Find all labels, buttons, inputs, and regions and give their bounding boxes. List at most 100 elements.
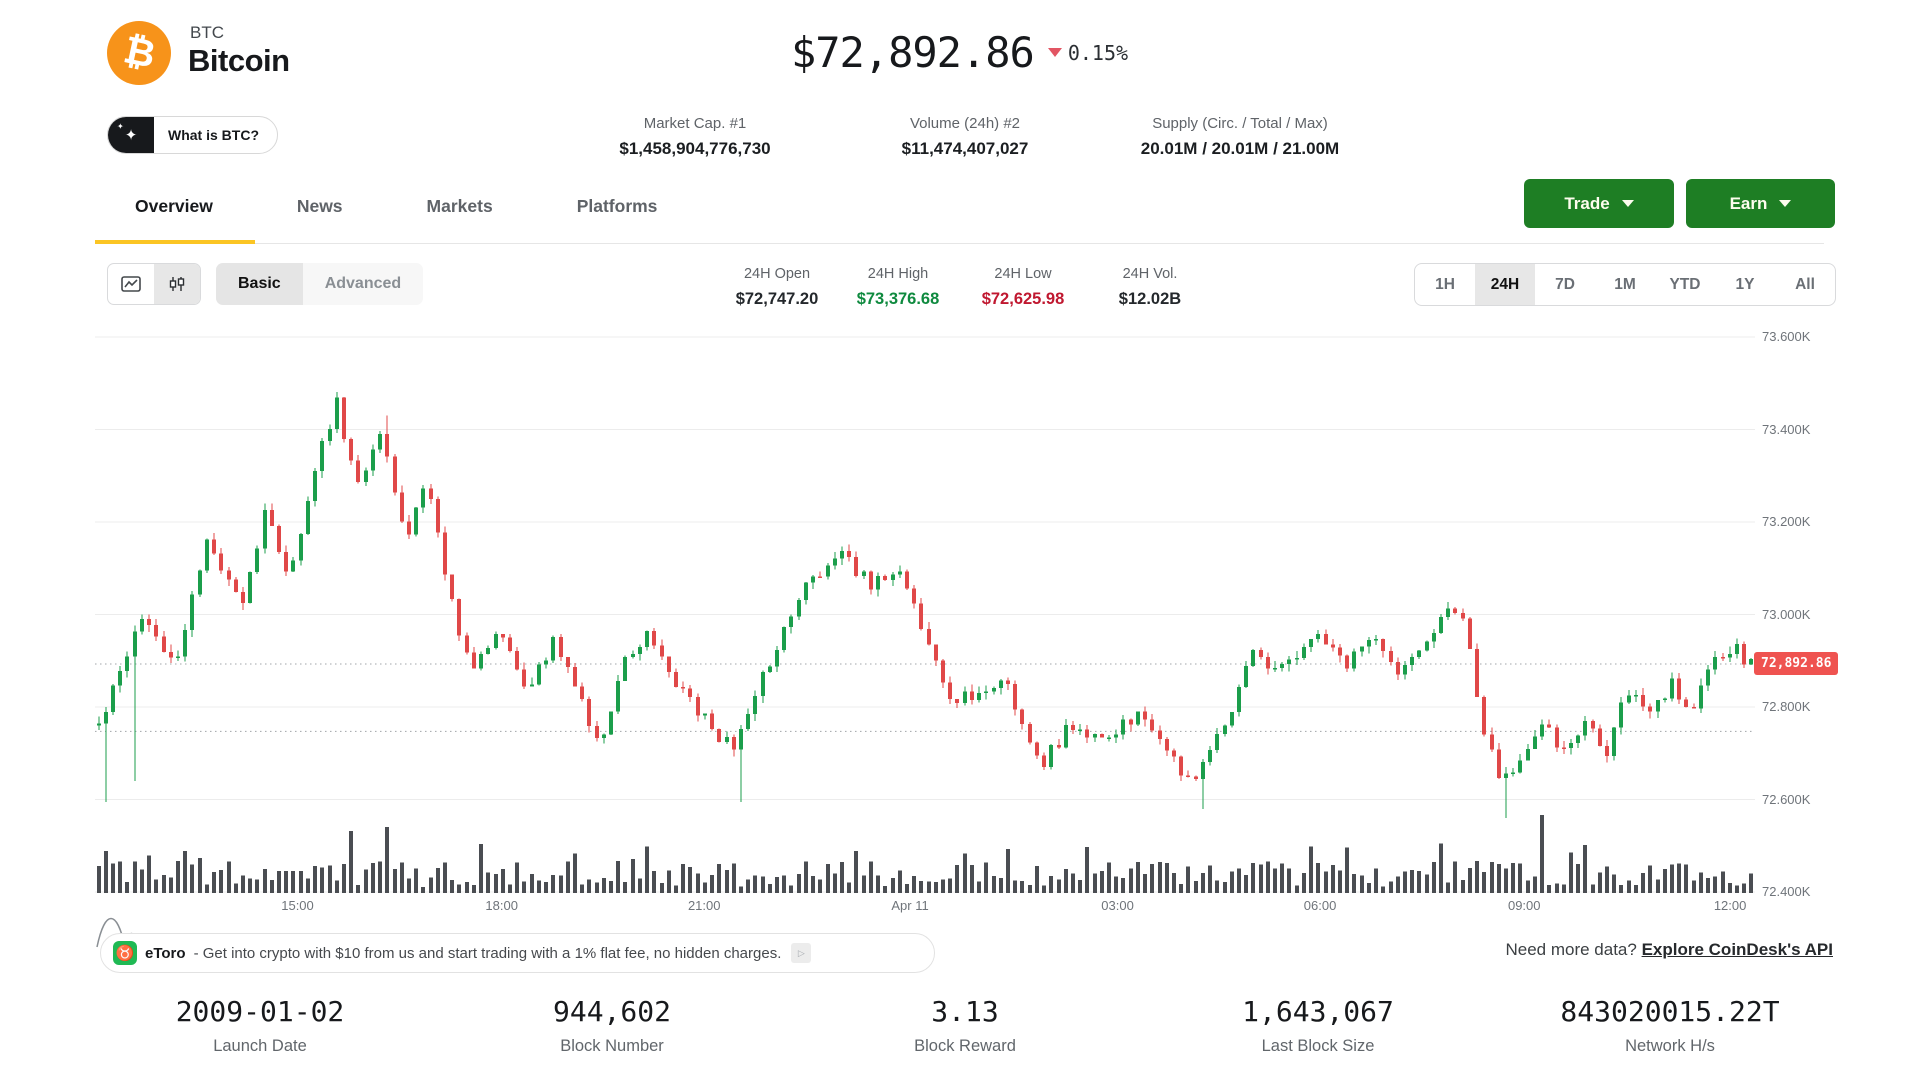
active-tab-underline	[95, 240, 255, 244]
trade-button[interactable]: Trade	[1524, 179, 1674, 228]
tab-platforms[interactable]: Platforms	[576, 196, 658, 216]
supply-label: Supply (Circ. / Total / Max)	[1152, 115, 1328, 132]
volume-value: $11,474,407,027	[901, 139, 1029, 158]
open-label: 24H Open	[743, 266, 811, 282]
price-change: 0.15%	[1047, 40, 1129, 65]
api-promo-text: Need more data?	[1505, 940, 1642, 959]
launch-date-label: Launch Date	[213, 1037, 307, 1055]
vol-value: $12.02B	[1118, 290, 1182, 308]
x-axis-label: 12:00	[1713, 898, 1747, 913]
high-value: $73,376.68	[856, 290, 940, 308]
open-value: $72,747.20	[735, 290, 819, 308]
timeframe-ytd[interactable]: YTD	[1669, 275, 1701, 293]
timeframe-7d[interactable]: 7D	[1555, 275, 1575, 293]
last-block-size-value: 1,643,067	[1242, 995, 1394, 1028]
last-block-size-stat: 1,643,067 Last Block Size	[1148, 995, 1488, 1056]
supply-value: 20.01M / 20.01M / 21.00M	[1140, 139, 1340, 158]
block-number-label: Block Number	[560, 1037, 664, 1055]
coin-name: Bitcoin	[188, 43, 290, 78]
x-axis-label: 15:00	[281, 898, 314, 913]
ohlc-open: 24H Open $72,747.20	[712, 266, 842, 309]
sparkle-icon: ✦ ✦	[108, 117, 154, 153]
low-value: $72,625.98	[981, 290, 1065, 308]
block-reward-label: Block Reward	[914, 1037, 1016, 1055]
mode-basic[interactable]: Basic	[216, 263, 303, 305]
mode-advanced[interactable]: Advanced	[324, 275, 402, 292]
line-chart-icon[interactable]	[108, 264, 154, 304]
chevron-down-icon	[1779, 200, 1792, 207]
current-price-tag: 72,892.86	[1754, 652, 1839, 675]
ohlc-high: 24H High $73,376.68	[833, 266, 963, 309]
block-reward-stat: 3.13 Block Reward	[795, 995, 1135, 1056]
y-axis-label: 72.800K	[1762, 699, 1811, 714]
tab-overview[interactable]: Overview	[135, 196, 213, 216]
ohlc-low: 24H Low $72,625.98	[958, 266, 1088, 309]
ad-text: - Get into crypto with $10 from us and s…	[193, 944, 782, 962]
ad-choices-icon[interactable]: ▷	[791, 943, 812, 963]
timeframe-24h[interactable]: 24H	[1475, 264, 1535, 305]
launch-date-stat: 2009-01-02 Launch Date	[90, 995, 430, 1056]
what-is-btc-button[interactable]: ✦ ✦ What is BTC?	[107, 116, 278, 154]
chart-type-toggle	[107, 263, 201, 305]
mode-toggle: Basic Advanced	[216, 263, 424, 305]
price-block: $72,892.86 0.15%	[0, 28, 1919, 77]
volume-label: Volume (24h) #2	[909, 115, 1021, 132]
high-label: 24H High	[867, 266, 929, 282]
market-cap-value: $1,458,904,776,730	[619, 139, 771, 158]
tab-news[interactable]: News	[296, 196, 343, 216]
low-label: 24H Low	[994, 266, 1052, 282]
etoro-logo-icon: ♉	[113, 941, 137, 965]
network-hs-stat: 843020015.22T Network H/s	[1500, 995, 1840, 1056]
market-cap-stat: Market Cap. #1 $1,458,904,776,730	[525, 115, 865, 159]
current-price: $72,892.86	[790, 28, 1035, 77]
timeframe-all[interactable]: All	[1795, 275, 1815, 293]
down-triangle-icon	[1047, 48, 1062, 57]
timeframe-1y[interactable]: 1Y	[1735, 275, 1755, 293]
what-is-btc-label: What is BTC?	[168, 127, 259, 143]
block-number-stat: 944,602 Block Number	[442, 995, 782, 1056]
y-axis-label: 73.000K	[1762, 606, 1811, 622]
x-axis-label: 06:00	[1303, 898, 1337, 913]
page-tabs: Overview News Markets Platforms	[135, 196, 657, 237]
network-hs-value: 843020015.22T	[1560, 995, 1780, 1028]
explore-api-link[interactable]: Explore CoinDesk's API	[1641, 940, 1833, 959]
earn-label: Earn	[1729, 193, 1768, 213]
y-axis-label: 73.400K	[1762, 421, 1811, 437]
y-axis-label: 73.600K	[1762, 329, 1811, 344]
y-axis-label: 73.200K	[1762, 514, 1811, 529]
market-cap-label: Market Cap. #1	[643, 115, 747, 132]
y-axis-label: 72.600K	[1762, 791, 1811, 807]
timeframe-1m[interactable]: 1M	[1614, 275, 1636, 293]
timeframe-1h[interactable]: 1H	[1435, 275, 1455, 293]
sponsor-name: eToro	[145, 944, 186, 962]
x-axis-label: 03:00	[1101, 898, 1134, 913]
x-axis-label: 18:00	[485, 898, 518, 913]
y-axis-label: 72.400K	[1762, 884, 1811, 899]
api-promo: Need more data? Explore CoinDesk's API	[1505, 940, 1833, 960]
volume-stat: Volume (24h) #2 $11,474,407,027	[795, 115, 1135, 159]
earn-button[interactable]: Earn	[1686, 179, 1835, 228]
vol-label: 24H Vol.	[1122, 266, 1178, 282]
chevron-down-icon	[1621, 200, 1634, 207]
tabs-divider	[95, 243, 1824, 244]
x-axis-label: 21:00	[687, 898, 721, 913]
tab-markets[interactable]: Markets	[426, 196, 493, 216]
x-axis-label: 09:00	[1507, 898, 1541, 913]
price-chart-svg[interactable]	[95, 320, 1755, 900]
change-percent: 0.15%	[1067, 40, 1129, 65]
ohlc-volume: 24H Vol. $12.02B	[1085, 266, 1215, 309]
trade-label: Trade	[1564, 193, 1610, 213]
x-axis-label: Apr 11	[891, 898, 929, 913]
coin-symbol: BTC	[190, 23, 224, 42]
last-block-size-label: Last Block Size	[1261, 1037, 1375, 1055]
etoro-ad-banner[interactable]: ♉ eToro - Get into crypto with $10 from …	[100, 933, 935, 973]
supply-stat: Supply (Circ. / Total / Max) 20.01M / 20…	[1070, 115, 1410, 159]
block-reward-value: 3.13	[931, 995, 999, 1028]
candlestick-chart-icon[interactable]	[154, 264, 200, 304]
launch-date-value: 2009-01-02	[175, 995, 345, 1028]
bitcoin-logo-icon: ₿	[107, 21, 171, 85]
network-hs-label: Network H/s	[1625, 1037, 1715, 1055]
block-number-value: 944,602	[552, 995, 671, 1028]
timeframe-selector: 1H 24H 7D 1M YTD 1Y All	[1414, 263, 1836, 306]
